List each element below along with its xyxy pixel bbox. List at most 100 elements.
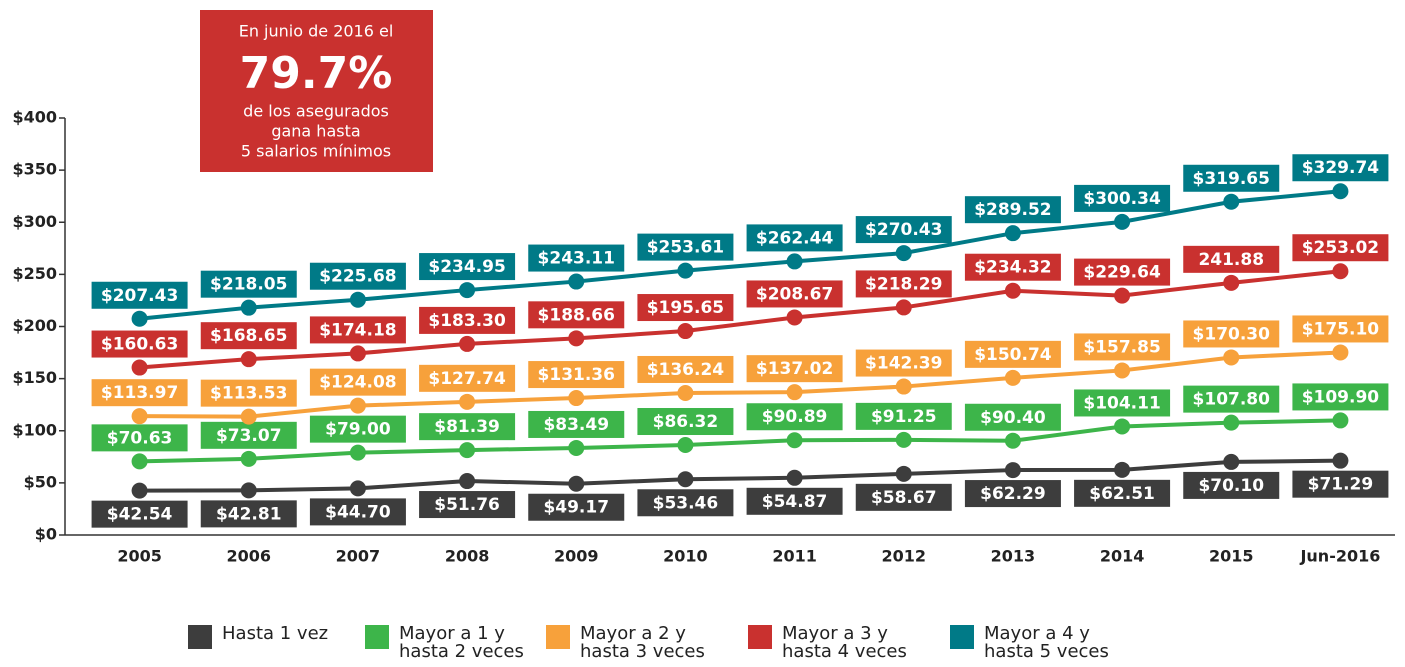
value-label-box	[964, 480, 1061, 508]
value-label-box	[964, 340, 1061, 368]
data-point	[131, 359, 148, 376]
value-label: $319.65	[1183, 164, 1280, 192]
value-label-box	[309, 415, 406, 443]
value-label: $58.67	[855, 483, 952, 511]
value-label-text: $170.30	[1193, 324, 1271, 344]
data-point	[568, 330, 585, 347]
data-point	[677, 471, 694, 488]
data-point	[1114, 287, 1131, 304]
value-label: $175.10	[1292, 315, 1389, 343]
value-label: $170.30	[1183, 320, 1280, 348]
value-label: $270.43	[855, 216, 952, 244]
data-point	[786, 253, 803, 270]
data-point	[1223, 193, 1240, 210]
y-tick-label: $50	[24, 472, 57, 491]
value-label: $127.74	[419, 364, 516, 392]
value-label-text: $174.18	[319, 320, 396, 340]
value-label-text: $234.95	[428, 257, 505, 277]
value-label-box	[637, 489, 734, 517]
value-label-text: $183.30	[428, 311, 506, 331]
value-label-text: $62.51	[1089, 484, 1155, 504]
value-label-text: $329.74	[1302, 158, 1380, 178]
value-label-box	[528, 493, 625, 521]
value-label-text: $131.36	[538, 365, 615, 385]
value-label: $91.25	[855, 402, 952, 430]
data-point	[1114, 213, 1131, 230]
x-tick-label: 2005	[117, 547, 162, 566]
series-line	[139, 269, 1341, 370]
value-label-text: $137.02	[756, 359, 833, 379]
legend-item: Mayor a 4 y hasta 5 veces	[950, 625, 1114, 661]
y-tick-label: $400	[12, 108, 57, 127]
value-label-text: $81.39	[434, 417, 500, 437]
data-point	[240, 408, 257, 425]
data-point	[1332, 412, 1349, 429]
value-label-box	[200, 270, 297, 298]
annotation-text: 79.7%	[240, 48, 393, 99]
value-label-text: $42.54	[107, 505, 173, 525]
value-label-box	[1074, 184, 1171, 212]
value-label-box	[91, 500, 188, 528]
value-label: $42.81	[200, 500, 297, 528]
value-label-text: $195.65	[647, 298, 724, 318]
value-label-text: $229.64	[1083, 263, 1161, 283]
value-label: $113.97	[91, 379, 188, 407]
value-label: $234.95	[419, 253, 516, 281]
value-label-text: $150.74	[974, 345, 1052, 365]
value-label-text: $142.39	[865, 354, 942, 374]
value-label-box	[855, 483, 952, 511]
x-tick-label: 2009	[554, 547, 599, 566]
value-label-text: $168.65	[210, 326, 287, 346]
y-tick-label: $0	[35, 525, 57, 544]
value-label: $70.63	[91, 424, 188, 452]
value-label: $137.02	[746, 355, 843, 383]
legend-item: Mayor a 1 y hasta 2 veces	[365, 625, 529, 661]
value-label: $253.02	[1292, 234, 1389, 262]
value-label-box	[528, 301, 625, 329]
x-tick-label: 2010	[663, 547, 708, 566]
data-point	[459, 335, 476, 352]
value-label-text: $107.80	[1193, 390, 1271, 410]
value-label-box	[964, 196, 1061, 224]
value-label-text: $234.32	[974, 258, 1051, 278]
data-point	[677, 262, 694, 279]
legend-swatch	[950, 625, 974, 649]
data-point	[240, 482, 257, 499]
data-point	[349, 444, 366, 461]
value-label: $42.54	[91, 500, 188, 528]
y-tick-label: $250	[12, 264, 57, 283]
data-point	[1332, 344, 1349, 361]
value-label: $208.67	[746, 280, 843, 308]
value-label: $225.68	[309, 262, 406, 290]
value-label-box	[1292, 383, 1389, 411]
value-label-text: $124.08	[319, 373, 396, 393]
series-line	[139, 189, 1341, 321]
value-label-text: $90.89	[762, 407, 828, 427]
annotation-text: 5 salarios mínimos	[241, 142, 391, 161]
value-label: $136.24	[637, 355, 734, 383]
data-point	[349, 480, 366, 497]
value-label-text: $225.68	[319, 267, 396, 287]
x-tick-label: 2012	[881, 547, 926, 566]
data-point	[1223, 414, 1240, 431]
value-label-box	[91, 424, 188, 452]
value-label-text: $62.29	[980, 484, 1046, 504]
data-point	[1004, 432, 1021, 449]
data-point	[1332, 263, 1349, 280]
value-label: $124.08	[309, 368, 406, 396]
data-point	[786, 469, 803, 486]
x-tick-label: 2008	[445, 547, 490, 566]
value-label-text: $79.00	[325, 420, 391, 440]
value-label-box	[1292, 315, 1389, 343]
value-label: $218.29	[855, 270, 952, 298]
data-point	[131, 482, 148, 499]
value-label-text: $300.34	[1083, 189, 1161, 209]
value-label-box	[200, 322, 297, 350]
value-label-box	[1074, 258, 1171, 286]
value-label-text: $136.24	[647, 360, 725, 380]
data-point	[677, 437, 694, 454]
data-point	[240, 450, 257, 467]
data-point	[240, 351, 257, 368]
value-label-text: $243.11	[538, 249, 615, 269]
data-point	[131, 453, 148, 470]
